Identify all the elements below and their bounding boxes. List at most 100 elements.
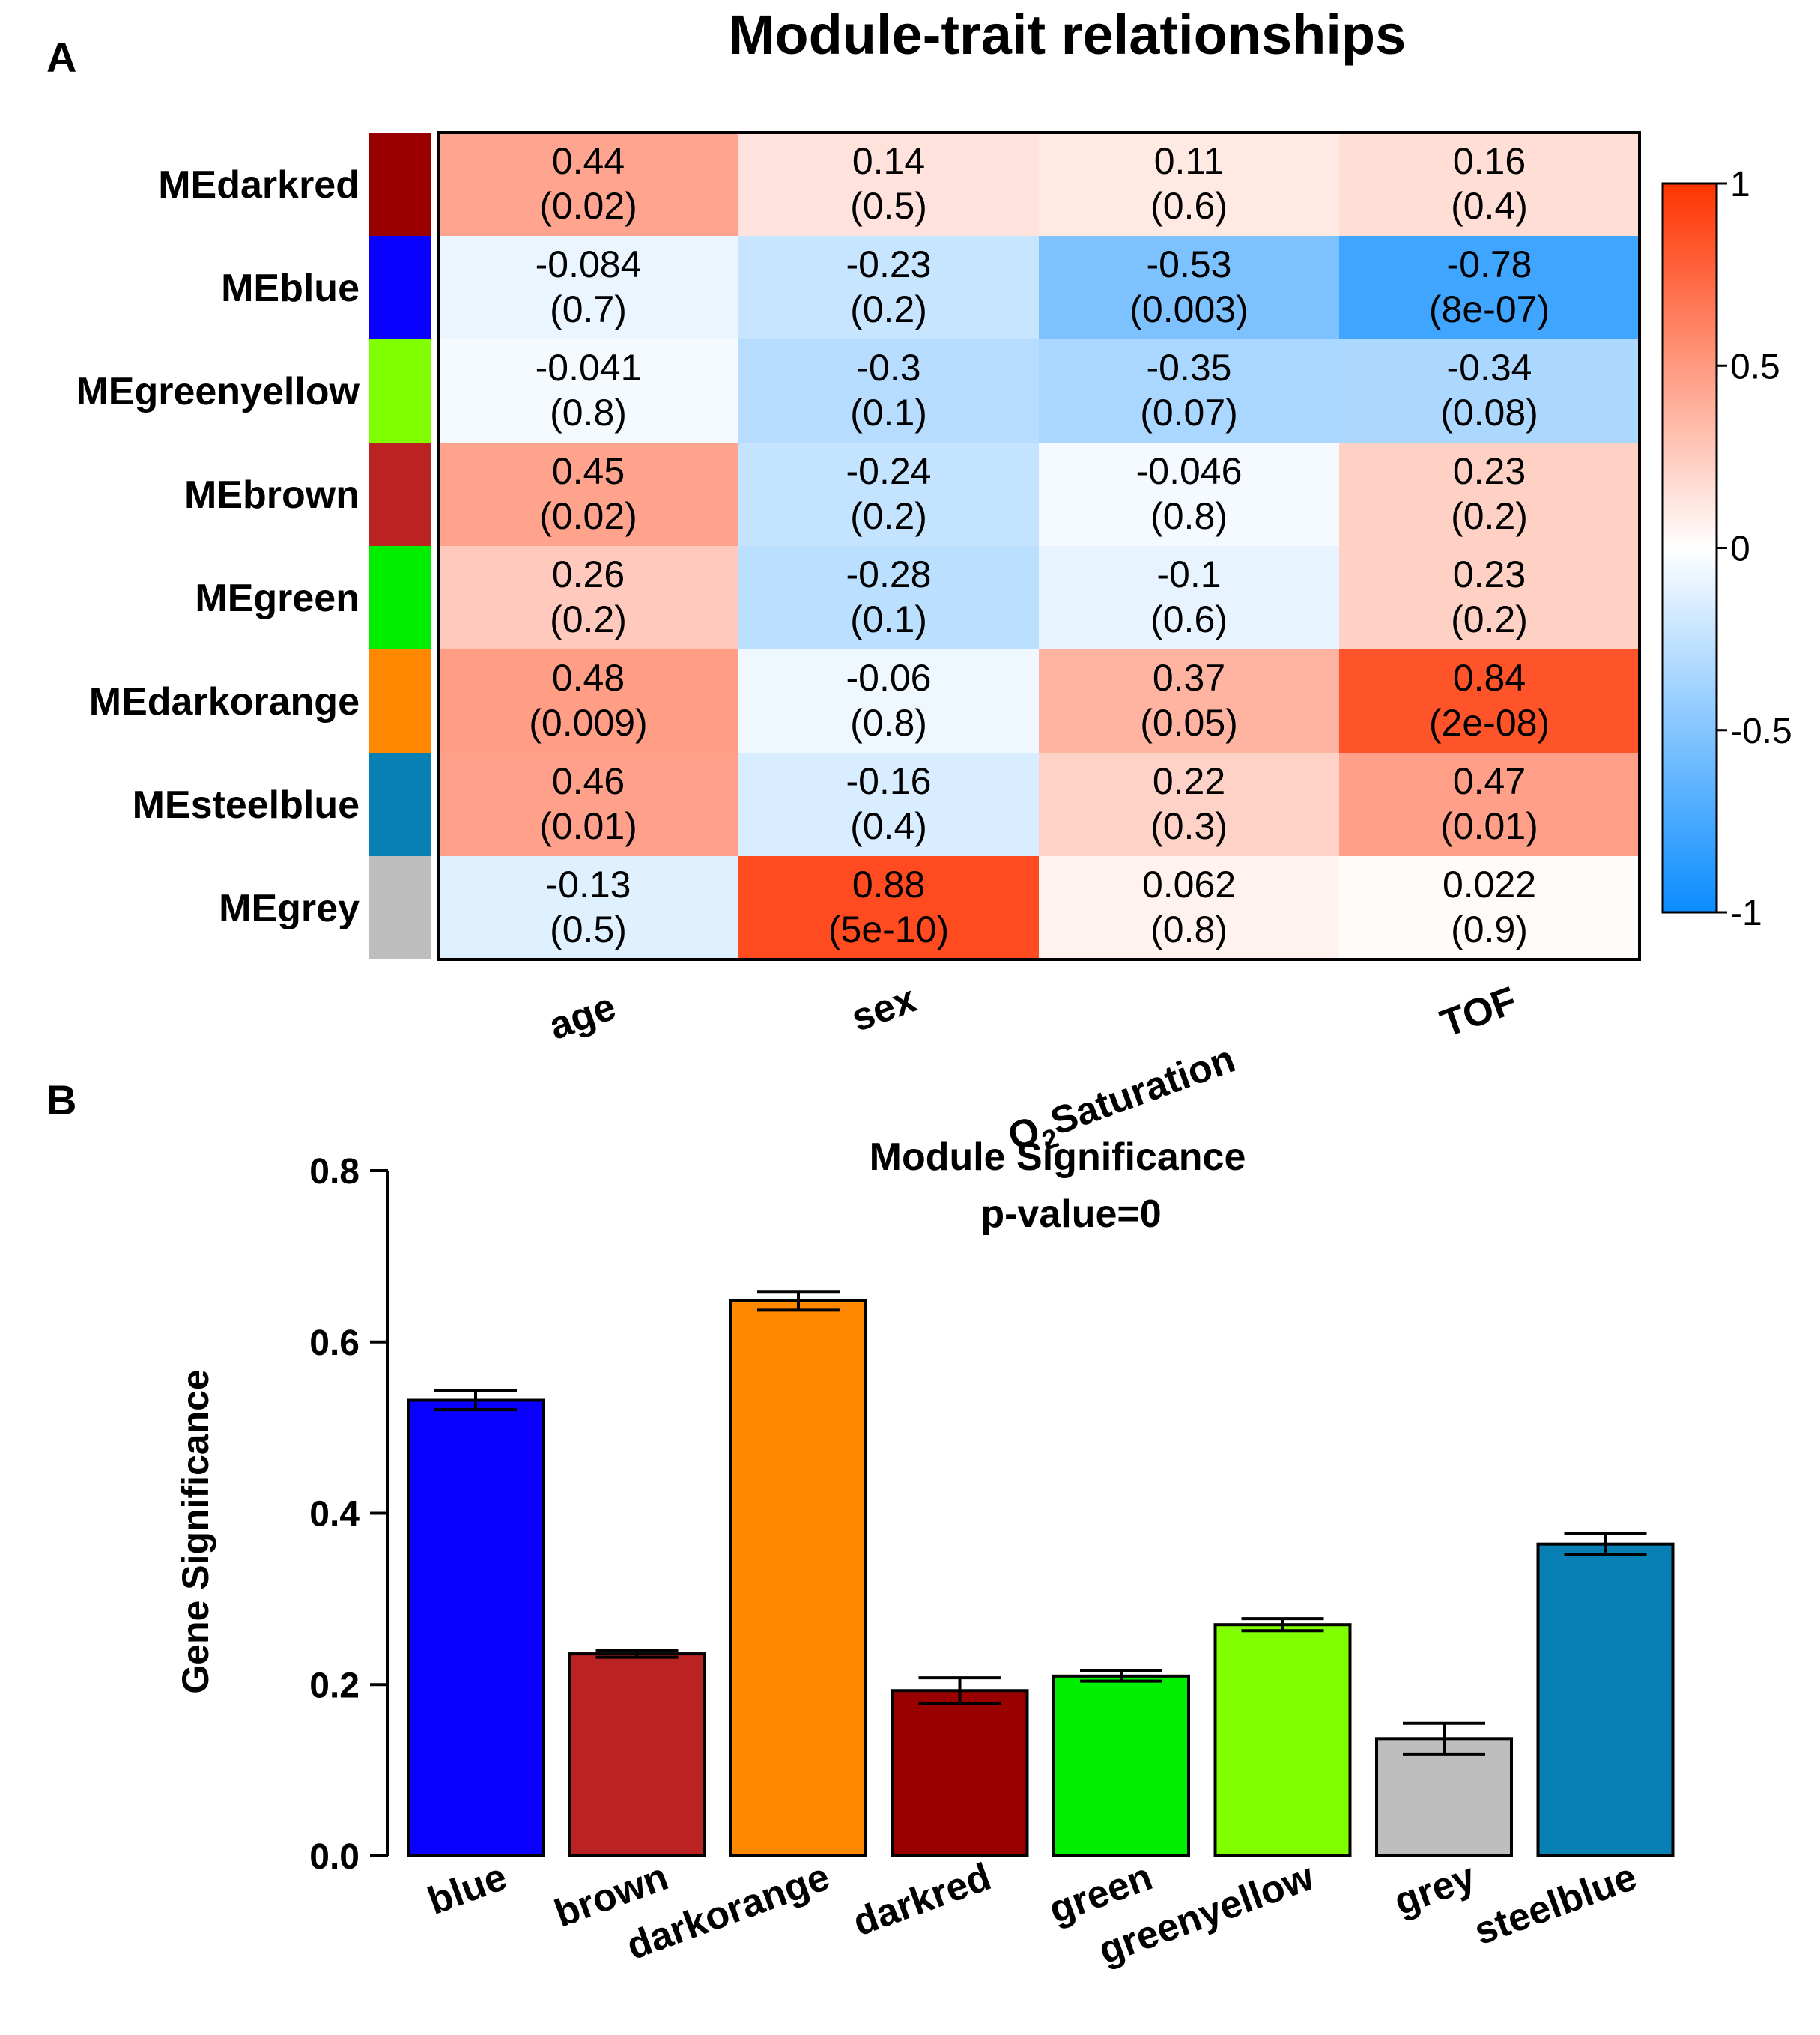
cell-pvalue: (0.4) bbox=[850, 805, 927, 847]
bar-brown bbox=[568, 1652, 706, 1857]
heatmap-title: Module-trait relationships bbox=[729, 4, 1407, 66]
heatmap-cell bbox=[1039, 856, 1339, 959]
column-label-main: sex bbox=[846, 977, 921, 1040]
heatmap-cell bbox=[1339, 133, 1639, 236]
cell-pvalue: (0.1) bbox=[850, 392, 927, 434]
cell-pvalue: (0.4) bbox=[1451, 185, 1528, 227]
row-color-MEbrown bbox=[369, 443, 431, 546]
heatmap-cell bbox=[438, 753, 738, 856]
heatmap-cell bbox=[738, 649, 1039, 753]
legend-tick-label: -0.5 bbox=[1730, 712, 1792, 751]
row-label: MEsteelblue bbox=[133, 783, 360, 827]
bar-steelblue bbox=[1536, 1542, 1675, 1858]
cell-value: 0.26 bbox=[552, 554, 625, 595]
cell-pvalue: (0.3) bbox=[1150, 805, 1228, 847]
cell-pvalue: (0.02) bbox=[539, 185, 637, 227]
cell-value: -0.3 bbox=[856, 347, 920, 389]
heatmap-cell bbox=[438, 236, 738, 339]
row-color-MEsteelblue bbox=[369, 753, 431, 856]
heatmap-cell bbox=[738, 753, 1039, 856]
cell-pvalue: (2e-08) bbox=[1429, 702, 1550, 744]
cell-value: -0.13 bbox=[546, 864, 631, 906]
cell-pvalue: (0.8) bbox=[1150, 909, 1228, 950]
cell-value: -0.28 bbox=[846, 554, 932, 595]
cell-pvalue: (0.2) bbox=[550, 598, 627, 640]
y-tick-label: 0.2 bbox=[309, 1666, 360, 1705]
x-tick-label-blue: blue bbox=[422, 1855, 512, 1923]
heatmap-cell bbox=[1039, 443, 1339, 546]
heatmap-cell bbox=[1039, 649, 1339, 753]
cell-pvalue: (0.9) bbox=[1451, 909, 1528, 950]
cell-pvalue: (0.8) bbox=[1150, 495, 1228, 537]
heatmap-cell bbox=[1339, 339, 1639, 443]
legend-tick-label: 0 bbox=[1730, 530, 1750, 569]
row-label: MEblue bbox=[221, 267, 360, 310]
cell-pvalue: (0.6) bbox=[1150, 598, 1228, 640]
cell-value: -0.53 bbox=[1147, 243, 1232, 285]
y-axis-label: Gene Significance bbox=[175, 1369, 216, 1693]
x-tick-label-grey: grey bbox=[1389, 1855, 1481, 1924]
barchart-title: Module Significance bbox=[870, 1135, 1246, 1179]
cell-pvalue: (0.01) bbox=[1440, 805, 1538, 847]
cell-pvalue: (0.7) bbox=[550, 288, 627, 330]
heatmap-cell bbox=[438, 339, 738, 443]
cell-value: -0.06 bbox=[846, 657, 932, 699]
bar-darkorange bbox=[729, 1299, 867, 1857]
legend-tick-label: 1 bbox=[1730, 165, 1750, 204]
cell-value: 0.46 bbox=[552, 760, 625, 802]
cell-pvalue: (0.8) bbox=[850, 702, 927, 744]
column-label-TOF: TOF bbox=[1435, 979, 1523, 1046]
heatmap-cell bbox=[438, 649, 738, 753]
column-label-age: age bbox=[544, 985, 622, 1049]
column-label-main: TOF bbox=[1435, 979, 1523, 1046]
column-label-rest: Saturation bbox=[1045, 1037, 1240, 1144]
cell-value: 0.11 bbox=[1154, 140, 1225, 182]
row-label: MEbrown bbox=[184, 473, 360, 517]
row-label: MEgrey bbox=[219, 887, 360, 930]
legend-tick-label: -1 bbox=[1730, 894, 1762, 933]
cell-pvalue: (8e-07) bbox=[1429, 288, 1550, 330]
cell-value: 0.022 bbox=[1443, 864, 1536, 906]
cell-value: 0.45 bbox=[552, 450, 625, 492]
cell-value: -0.16 bbox=[846, 760, 932, 802]
y-tick-label: 0.6 bbox=[309, 1323, 360, 1363]
cell-value: 0.16 bbox=[1453, 140, 1526, 182]
panel-a-label: A bbox=[46, 34, 76, 81]
legend-colorbar bbox=[1661, 182, 1718, 914]
row-label: MEdarkred bbox=[158, 163, 360, 207]
row-color-MEgreenyellow bbox=[369, 339, 431, 443]
cell-value: 0.23 bbox=[1453, 554, 1526, 595]
x-tick-label-darkred: darkred bbox=[848, 1855, 997, 1945]
cell-value: 0.14 bbox=[852, 140, 925, 182]
cell-value: -0.084 bbox=[536, 243, 642, 285]
heatmap-cell bbox=[738, 856, 1039, 959]
row-label: MEdarkorange bbox=[89, 680, 360, 724]
y-tick-label: 0.0 bbox=[309, 1837, 360, 1877]
heatmap-cell bbox=[1339, 443, 1639, 546]
cell-pvalue: (0.2) bbox=[1451, 495, 1528, 537]
row-color-MEdarkorange bbox=[369, 649, 431, 753]
heatmap-cell bbox=[438, 133, 738, 236]
row-color-MEdarkred bbox=[369, 133, 431, 236]
heatmap-cell bbox=[738, 546, 1039, 649]
cell-pvalue: (0.01) bbox=[539, 805, 637, 847]
y-tick-label: 0.8 bbox=[309, 1152, 360, 1192]
cell-pvalue: (0.1) bbox=[850, 598, 927, 640]
heatmap-cell bbox=[438, 546, 738, 649]
cell-value: -0.35 bbox=[1147, 347, 1232, 389]
column-label-main: age bbox=[544, 985, 622, 1049]
bar-darkred bbox=[891, 1689, 1029, 1858]
heatmap-cell bbox=[1039, 236, 1339, 339]
cell-pvalue: (0.2) bbox=[850, 495, 927, 537]
cell-pvalue: (0.009) bbox=[529, 702, 647, 744]
row-color-MEblue bbox=[369, 236, 431, 339]
cell-value: -0.34 bbox=[1447, 347, 1532, 389]
cell-pvalue: (0.08) bbox=[1440, 392, 1538, 434]
heatmap-cell bbox=[1039, 133, 1339, 236]
cell-pvalue: (5e-10) bbox=[828, 909, 949, 950]
x-tick-label-steelblue: steelblue bbox=[1469, 1855, 1642, 1954]
cell-value: -0.046 bbox=[1136, 450, 1243, 492]
row-color-MEgrey bbox=[369, 856, 431, 959]
cell-value: 0.84 bbox=[1453, 657, 1526, 699]
